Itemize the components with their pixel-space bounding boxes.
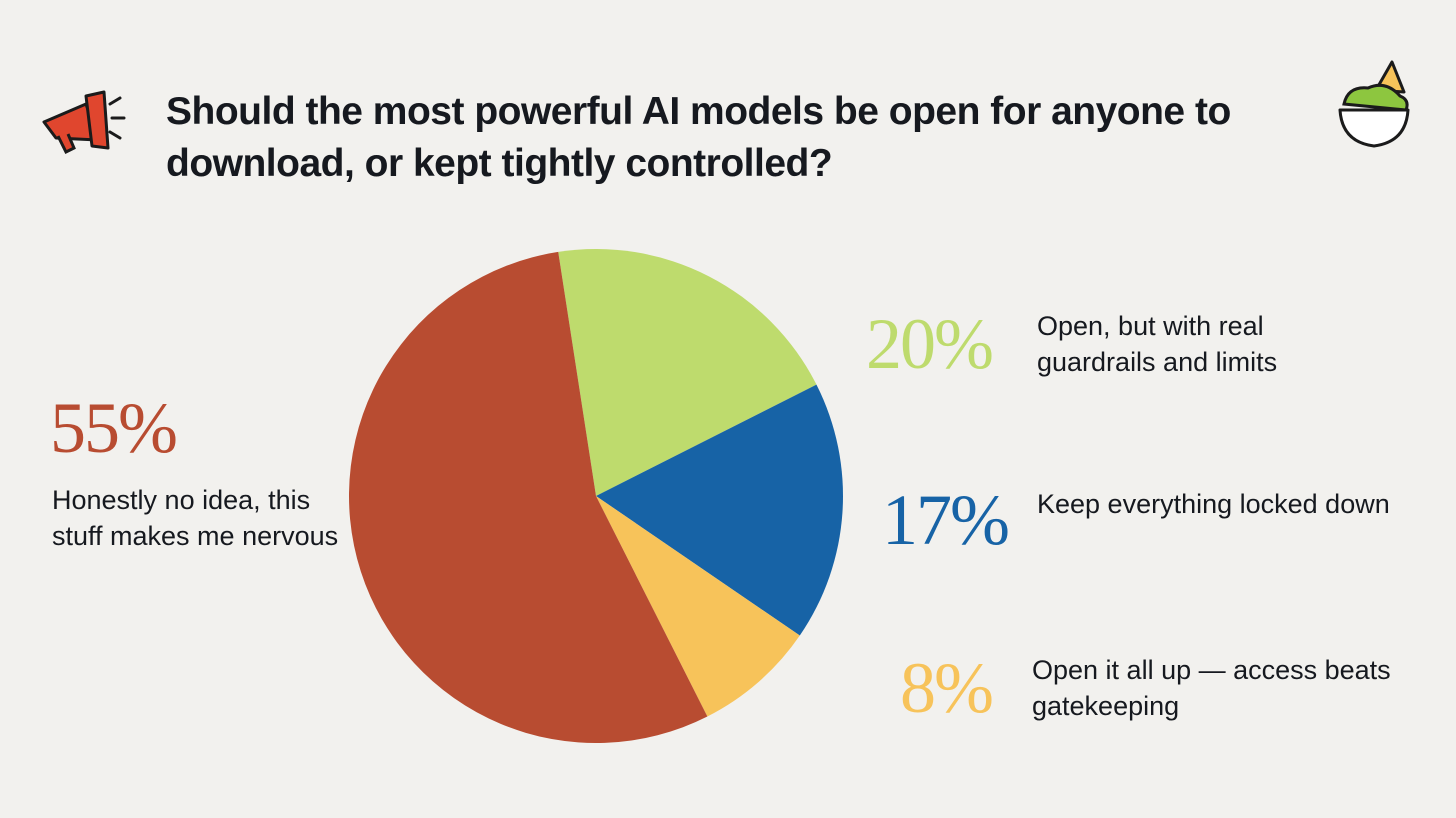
pie-slice [596, 384, 843, 636]
pie-slice [596, 496, 800, 717]
category-label: Open it all up — access beats gatekeepin… [1032, 655, 1391, 721]
value-label: 55% [50, 388, 178, 468]
value-label: 17% [882, 480, 1010, 560]
megaphone-icon [42, 90, 126, 155]
category-label: Keep everything locked down [1037, 489, 1390, 519]
value-label: 20% [866, 304, 994, 384]
pie-slice [558, 249, 817, 496]
pie-slice [349, 251, 708, 743]
category-label: Honestly no idea, this stuff makes me ne… [52, 485, 339, 551]
value-label: 8% [900, 648, 994, 728]
chart-title: Should the most powerful AI models be op… [166, 90, 1231, 185]
category-label: Open, but with real guardrails and limit… [1037, 311, 1278, 377]
guacamole-icon [1338, 60, 1410, 148]
